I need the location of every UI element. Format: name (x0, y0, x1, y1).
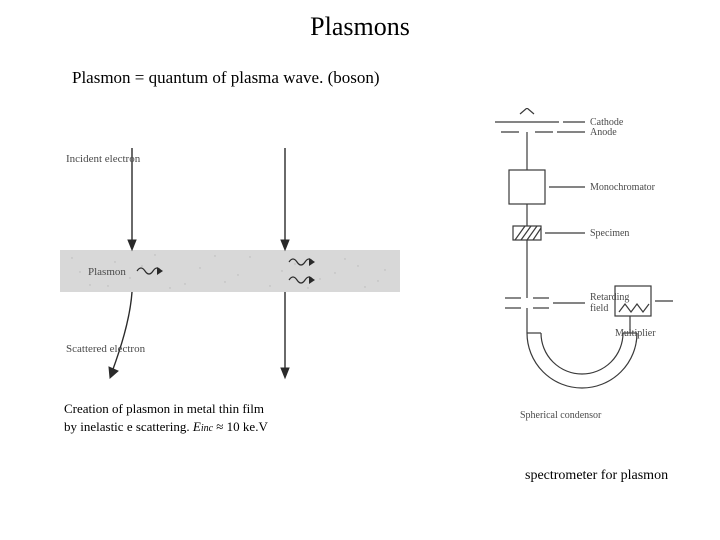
cathode-tip (520, 108, 534, 114)
figure-plasmon-creation: Incident electron Plasmon Scattered elec… (60, 140, 400, 390)
label-anode: Anode (590, 127, 617, 138)
caption-left-line1: Creation of plasmon in metal thin film (64, 401, 264, 416)
page-subtitle: Plasmon = quantum of plasma wave. (boson… (72, 68, 380, 88)
label-specimen: Specimen (590, 228, 629, 239)
label-scattered: Scattered electron (66, 343, 146, 355)
condensor-inner (541, 333, 623, 374)
caption-right: spectrometer for plasmon (525, 468, 668, 484)
caption-left: Creation of plasmon in metal thin film b… (64, 400, 268, 435)
specimen-block (513, 226, 541, 240)
figure-spectrometer: Cathode Anode Monochromator Specimen Ret… (465, 108, 680, 458)
monochromator-box (509, 170, 545, 204)
label-plasmon: Plasmon (88, 266, 126, 278)
condensor-outer (527, 333, 637, 388)
label-multiplier: Multiplier (615, 328, 656, 339)
caption-left-line2a: by inelastic e scattering. (64, 419, 193, 434)
label-incident: Incident electron (66, 153, 141, 165)
scattered-electron-arrow-right (281, 292, 289, 378)
caption-left-inc: inc (201, 423, 213, 434)
label-monochromator: Monochromator (590, 182, 656, 193)
caption-left-E: E (193, 419, 201, 434)
label-retarding-2: field (590, 303, 608, 314)
label-retarding-1: Retarding (590, 292, 629, 303)
page-title: Plasmons (0, 12, 720, 42)
caption-left-line2d: ≈ 10 ke.V (213, 419, 268, 434)
scattered-electron-arrow-left (109, 292, 132, 378)
label-spherical-condensor: Spherical condensor (520, 410, 602, 421)
incident-electron-arrow-right (281, 148, 289, 250)
